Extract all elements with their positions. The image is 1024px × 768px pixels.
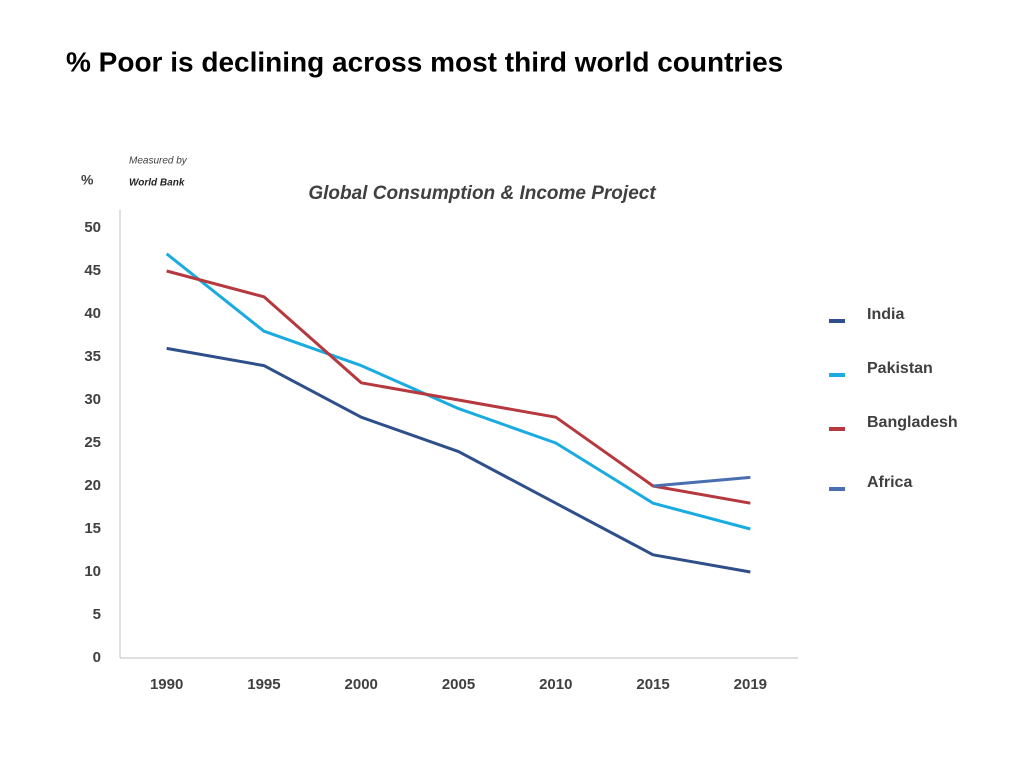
y-tick-label: 20 (84, 477, 101, 494)
y-tick-label: 45 (84, 262, 101, 279)
y-tick-label: 35 (84, 348, 101, 365)
line-series (165, 252, 751, 531)
line-series (166, 269, 751, 505)
chart-title: % Poor is declining across most third wo… (66, 46, 783, 77)
legend-label: Africa (867, 474, 912, 491)
chart-subtitle: Global Consumption & Income Project (308, 183, 656, 204)
x-tick-label: 1995 (247, 676, 280, 693)
legend-label: Bangladesh (867, 414, 958, 431)
y-tick-label: 0 (93, 649, 101, 666)
x-tick-label: 2010 (539, 676, 572, 693)
x-tick-label: 2000 (345, 676, 378, 693)
line-series (166, 346, 751, 574)
line-series (652, 475, 751, 488)
y-tick-label: 5 (93, 606, 101, 623)
legend-label: Pakistan (867, 360, 933, 377)
y-tick-label: 15 (84, 520, 101, 537)
annotation: World Bank (129, 178, 185, 189)
x-tick-label: 1990 (150, 676, 183, 693)
y-tick-label: 30 (84, 391, 101, 408)
y-tick-label: 10 (84, 563, 101, 580)
x-tick-label: 2015 (636, 676, 669, 693)
annotation: Measured by (129, 156, 188, 167)
y-axis-label: % (81, 172, 94, 188)
y-tick-label: 25 (84, 434, 101, 451)
legend-label: India (867, 306, 904, 323)
y-tick-label: 50 (84, 219, 101, 236)
x-tick-label: 2005 (442, 676, 475, 693)
y-tick-label: 40 (84, 305, 101, 322)
x-tick-label: 2019 (734, 676, 767, 693)
